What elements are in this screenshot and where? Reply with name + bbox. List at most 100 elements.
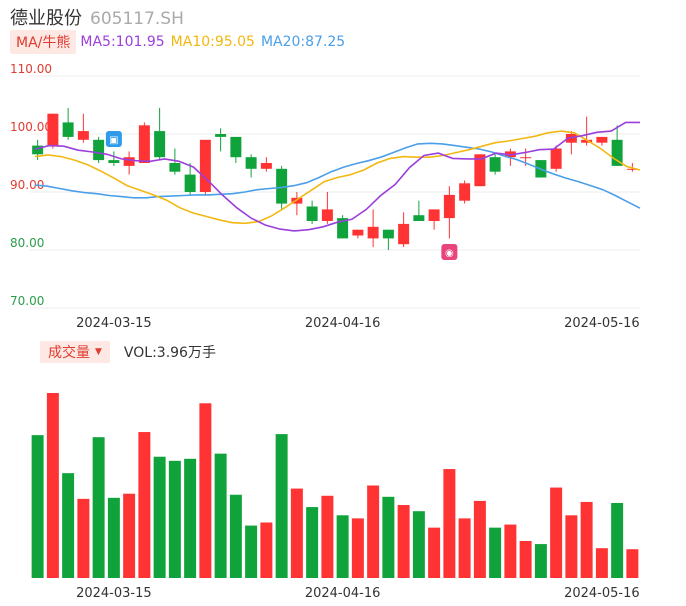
volume-bar: [580, 501, 593, 578]
buy-signal-icon-glyph: ▣: [109, 135, 118, 146]
ma10-label: MA10:95.05: [170, 34, 255, 50]
ma20-line: [34, 142, 641, 209]
volume-bar: [92, 437, 105, 578]
candle-body: [93, 139, 105, 161]
volume-tag-label: 成交量: [48, 345, 90, 361]
candle-body: [199, 139, 211, 192]
stock-header: 德业股份 605117.SH: [10, 4, 184, 29]
buy-signal-icon-bg: [105, 131, 122, 147]
volume-bar: [534, 544, 547, 578]
volume-bar: [107, 497, 120, 578]
volume-bar: [473, 500, 486, 578]
candle-body: [428, 209, 440, 221]
candle-body: [352, 229, 364, 236]
candle-body: [337, 218, 349, 239]
candle-body: [520, 157, 532, 159]
volume-bar: [519, 541, 532, 578]
candle-body: [138, 125, 150, 163]
volume-bar: [123, 493, 136, 578]
volume-bar: [382, 496, 395, 578]
candle-body: [565, 134, 577, 143]
volume-bar: [245, 525, 258, 578]
stock-code: 605117.SH: [90, 9, 184, 29]
volume-bar: [565, 515, 578, 578]
volume-bar: [31, 435, 44, 578]
volume-bar: [504, 524, 517, 578]
volume-x-tick-label: 2024-03-15: [76, 586, 152, 601]
volume-bar: [595, 548, 608, 578]
volume-bar: [199, 403, 212, 578]
volume-bar: [46, 393, 59, 578]
volume-x-tick-label: 2024-04-16: [305, 586, 381, 601]
volume-bar: [611, 502, 624, 578]
volume-bar: [443, 469, 456, 578]
caret-down-icon: ▼: [95, 347, 102, 357]
candle-body: [413, 215, 425, 221]
candle-body: [62, 122, 74, 137]
volume-bar: [77, 498, 90, 578]
candle-body: [581, 139, 593, 143]
y-tick-label: 100.00: [10, 120, 52, 134]
candle-body: [230, 136, 242, 158]
sell-signal-icon-glyph: ◉: [445, 248, 454, 259]
volume-bar: [184, 458, 197, 578]
volume-bar: [138, 432, 151, 578]
volume-bar: [550, 487, 563, 578]
candle-body: [260, 163, 272, 169]
ma-legend: MA/牛熊 MA5:101.95 MA10:95.05 MA20:87.25: [10, 30, 351, 54]
ma10-line: [34, 130, 641, 225]
volume-bar: [306, 507, 319, 578]
volume-bar: [397, 505, 410, 578]
y-tick-label: 110.00: [10, 62, 52, 76]
candle-body: [550, 148, 562, 169]
volume-bar: [351, 518, 364, 578]
volume-bar: [428, 527, 441, 578]
ma-indicator-selector[interactable]: MA/牛熊: [10, 30, 77, 54]
volume-bar: [290, 488, 303, 578]
volume-bar: [489, 527, 502, 578]
volume-legend: 成交量 ▼ VOL:3.96万手: [40, 341, 216, 363]
x-tick-label: 2024-04-16: [305, 316, 381, 331]
candle-body: [596, 136, 608, 143]
buy-signal-icon: ▣: [105, 131, 122, 147]
volume-bar: [275, 434, 288, 578]
ma20-label: MA20:87.25: [260, 34, 346, 50]
volume-bar: [214, 453, 227, 578]
candle-body: [169, 163, 181, 172]
volume-indicator-selector[interactable]: 成交量 ▼: [40, 341, 110, 363]
candle-body: [184, 174, 196, 192]
candle-body: [443, 194, 455, 219]
volume-bar: [260, 522, 273, 578]
x-tick-label: 2024-05-16: [564, 316, 640, 331]
volume-x-tick-label: 2024-05-16: [564, 586, 640, 601]
x-tick-label: 2024-03-15: [76, 316, 152, 331]
candle-body: [108, 160, 120, 163]
y-tick-label: 90.00: [10, 178, 44, 192]
candle-body: [32, 145, 44, 155]
ma5-line: [34, 121, 640, 232]
volume-bar: [153, 456, 166, 578]
volume-bar: [626, 549, 639, 578]
ma5-label: MA5:101.95: [80, 34, 165, 50]
candle-body: [47, 113, 59, 146]
candle-body: [626, 168, 638, 170]
candle-body: [215, 134, 227, 137]
volume-bar: [458, 518, 471, 578]
volume-value: VOL:3.96万手: [123, 345, 216, 361]
candle-body: [459, 183, 471, 201]
stock-name: 德业股份: [10, 8, 82, 29]
candle-body: [489, 157, 501, 172]
candle-body: [398, 223, 410, 245]
candle-body: [276, 168, 288, 204]
candle-body: [321, 209, 333, 221]
candle-body: [123, 157, 135, 166]
volume-bar: [168, 460, 181, 578]
sell-signal-icon-bg: [441, 244, 458, 260]
candle-body: [154, 131, 166, 158]
volume-bar: [62, 473, 75, 578]
volume-bar: [412, 511, 425, 578]
volume-bar: [229, 494, 242, 578]
candle-body: [306, 206, 318, 221]
candle-body: [77, 131, 89, 140]
